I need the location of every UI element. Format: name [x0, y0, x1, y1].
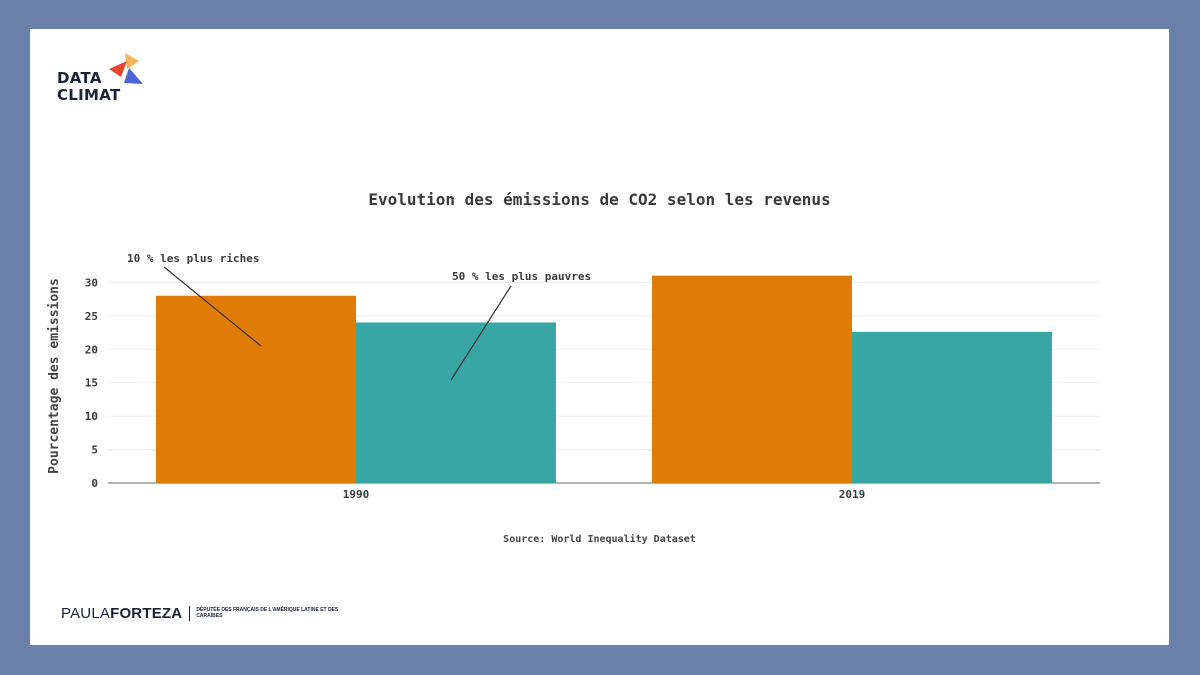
bar: [156, 295, 356, 483]
logo-text-data: DATA: [57, 69, 102, 87]
series-annotation-label: 10 % les plus riches: [127, 252, 259, 265]
footer-signature: PAULAFORTEZA Députée des Français de l'A…: [61, 603, 346, 623]
annotation-leader-line: [163, 266, 262, 347]
y-axis-label: Pourcentage des emissions: [47, 278, 62, 474]
footer-name: PAULAFORTEZA: [61, 605, 182, 622]
logo-triangles-icon: [109, 53, 143, 84]
bar: [852, 331, 1052, 483]
y-tick-label: 20: [85, 343, 98, 356]
annotation-leader-line: [450, 285, 512, 381]
footer-name-first: PAULA: [61, 604, 111, 622]
y-tick-label: 5: [91, 444, 98, 457]
chart-source: Source: World Inequality Dataset: [503, 534, 696, 545]
bar: [652, 275, 852, 483]
y-tick-label: 15: [85, 377, 98, 390]
footer-role: Députée des Français de l'Amérique Latin…: [196, 607, 339, 619]
slide-card: DATA CLIMAT Evolution des émissions de C…: [30, 29, 1169, 645]
bar: [356, 322, 556, 483]
footer-divider: [189, 605, 191, 621]
emissions-chart: Evolution des émissions de CO2 selon les…: [30, 29, 1169, 645]
footer-name-last: FORTEZA: [110, 604, 183, 622]
y-tick-label: 10: [85, 410, 98, 423]
chart-title: Evolution des émissions de CO2 selon les…: [368, 190, 831, 209]
x-tick-label: 2019: [839, 488, 866, 501]
series-annotation-label: 50 % les plus pauvres: [452, 270, 591, 283]
y-tick-label: 30: [85, 276, 98, 289]
data-climat-logo: DATA CLIMAT: [57, 51, 152, 111]
y-tick-label: 0: [91, 477, 98, 490]
y-tick-label: 25: [85, 310, 98, 323]
chart-plot: 0 5 10 15 20 25 30 1990 2019 Pourcentage des emis…: [47, 252, 1100, 501]
logo-text-climat: CLIMAT: [57, 86, 121, 104]
x-tick-label: 1990: [343, 488, 370, 501]
